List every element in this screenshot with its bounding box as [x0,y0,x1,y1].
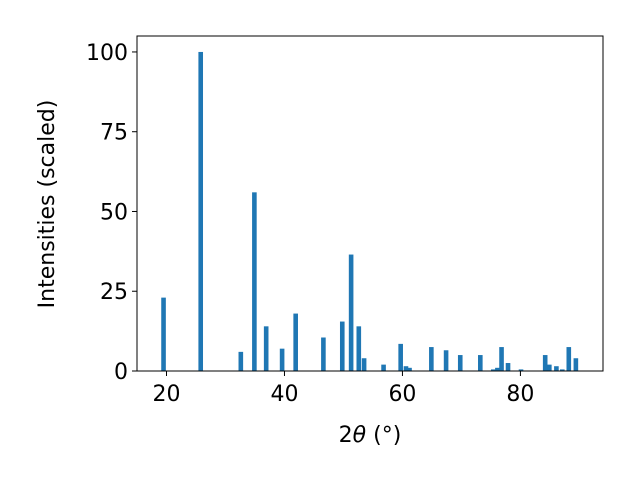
bar [381,364,386,371]
bar [457,355,463,371]
y-tick-label: 25 [100,280,128,305]
bar [429,347,434,371]
bar [403,366,409,371]
bar [505,363,511,371]
bar [321,337,326,371]
bar [542,355,548,371]
bar [547,364,552,371]
y-tick-label: 100 [86,41,128,66]
x-tick-label: 40 [270,382,298,407]
bar [263,326,269,371]
y-tick-label: 75 [100,121,128,146]
bar [560,369,565,371]
bar [478,355,483,371]
bar [252,192,257,371]
bar [490,369,496,371]
bar [495,367,500,371]
bar [573,358,579,371]
x-tick-label: 60 [388,382,416,407]
x-axis-label: 2θ (°) [339,423,402,448]
bar [198,51,204,371]
bar [348,254,354,371]
y-axis-label: Intensities (scaled) [35,100,60,309]
x-tick-label: 20 [152,382,180,407]
bar [161,297,166,371]
plot-frame [136,35,604,372]
y-tick-label: 50 [100,200,128,225]
bar [339,321,345,371]
bar [293,313,298,371]
y-tick-label: 0 [114,360,128,385]
y-ticks: 0 25 50 75 100 [86,41,137,385]
bar [566,347,572,371]
bar [554,366,559,371]
bar [361,358,367,371]
bar [356,326,362,371]
x-tick-label: 80 [506,382,534,407]
bars [161,51,579,371]
bar [279,348,285,371]
bar [499,347,504,371]
bar [407,367,412,371]
bar [443,350,449,371]
bar [238,351,244,371]
x-ticks: 20 40 60 80 [152,371,534,407]
bar [518,369,524,371]
bar [398,343,403,371]
